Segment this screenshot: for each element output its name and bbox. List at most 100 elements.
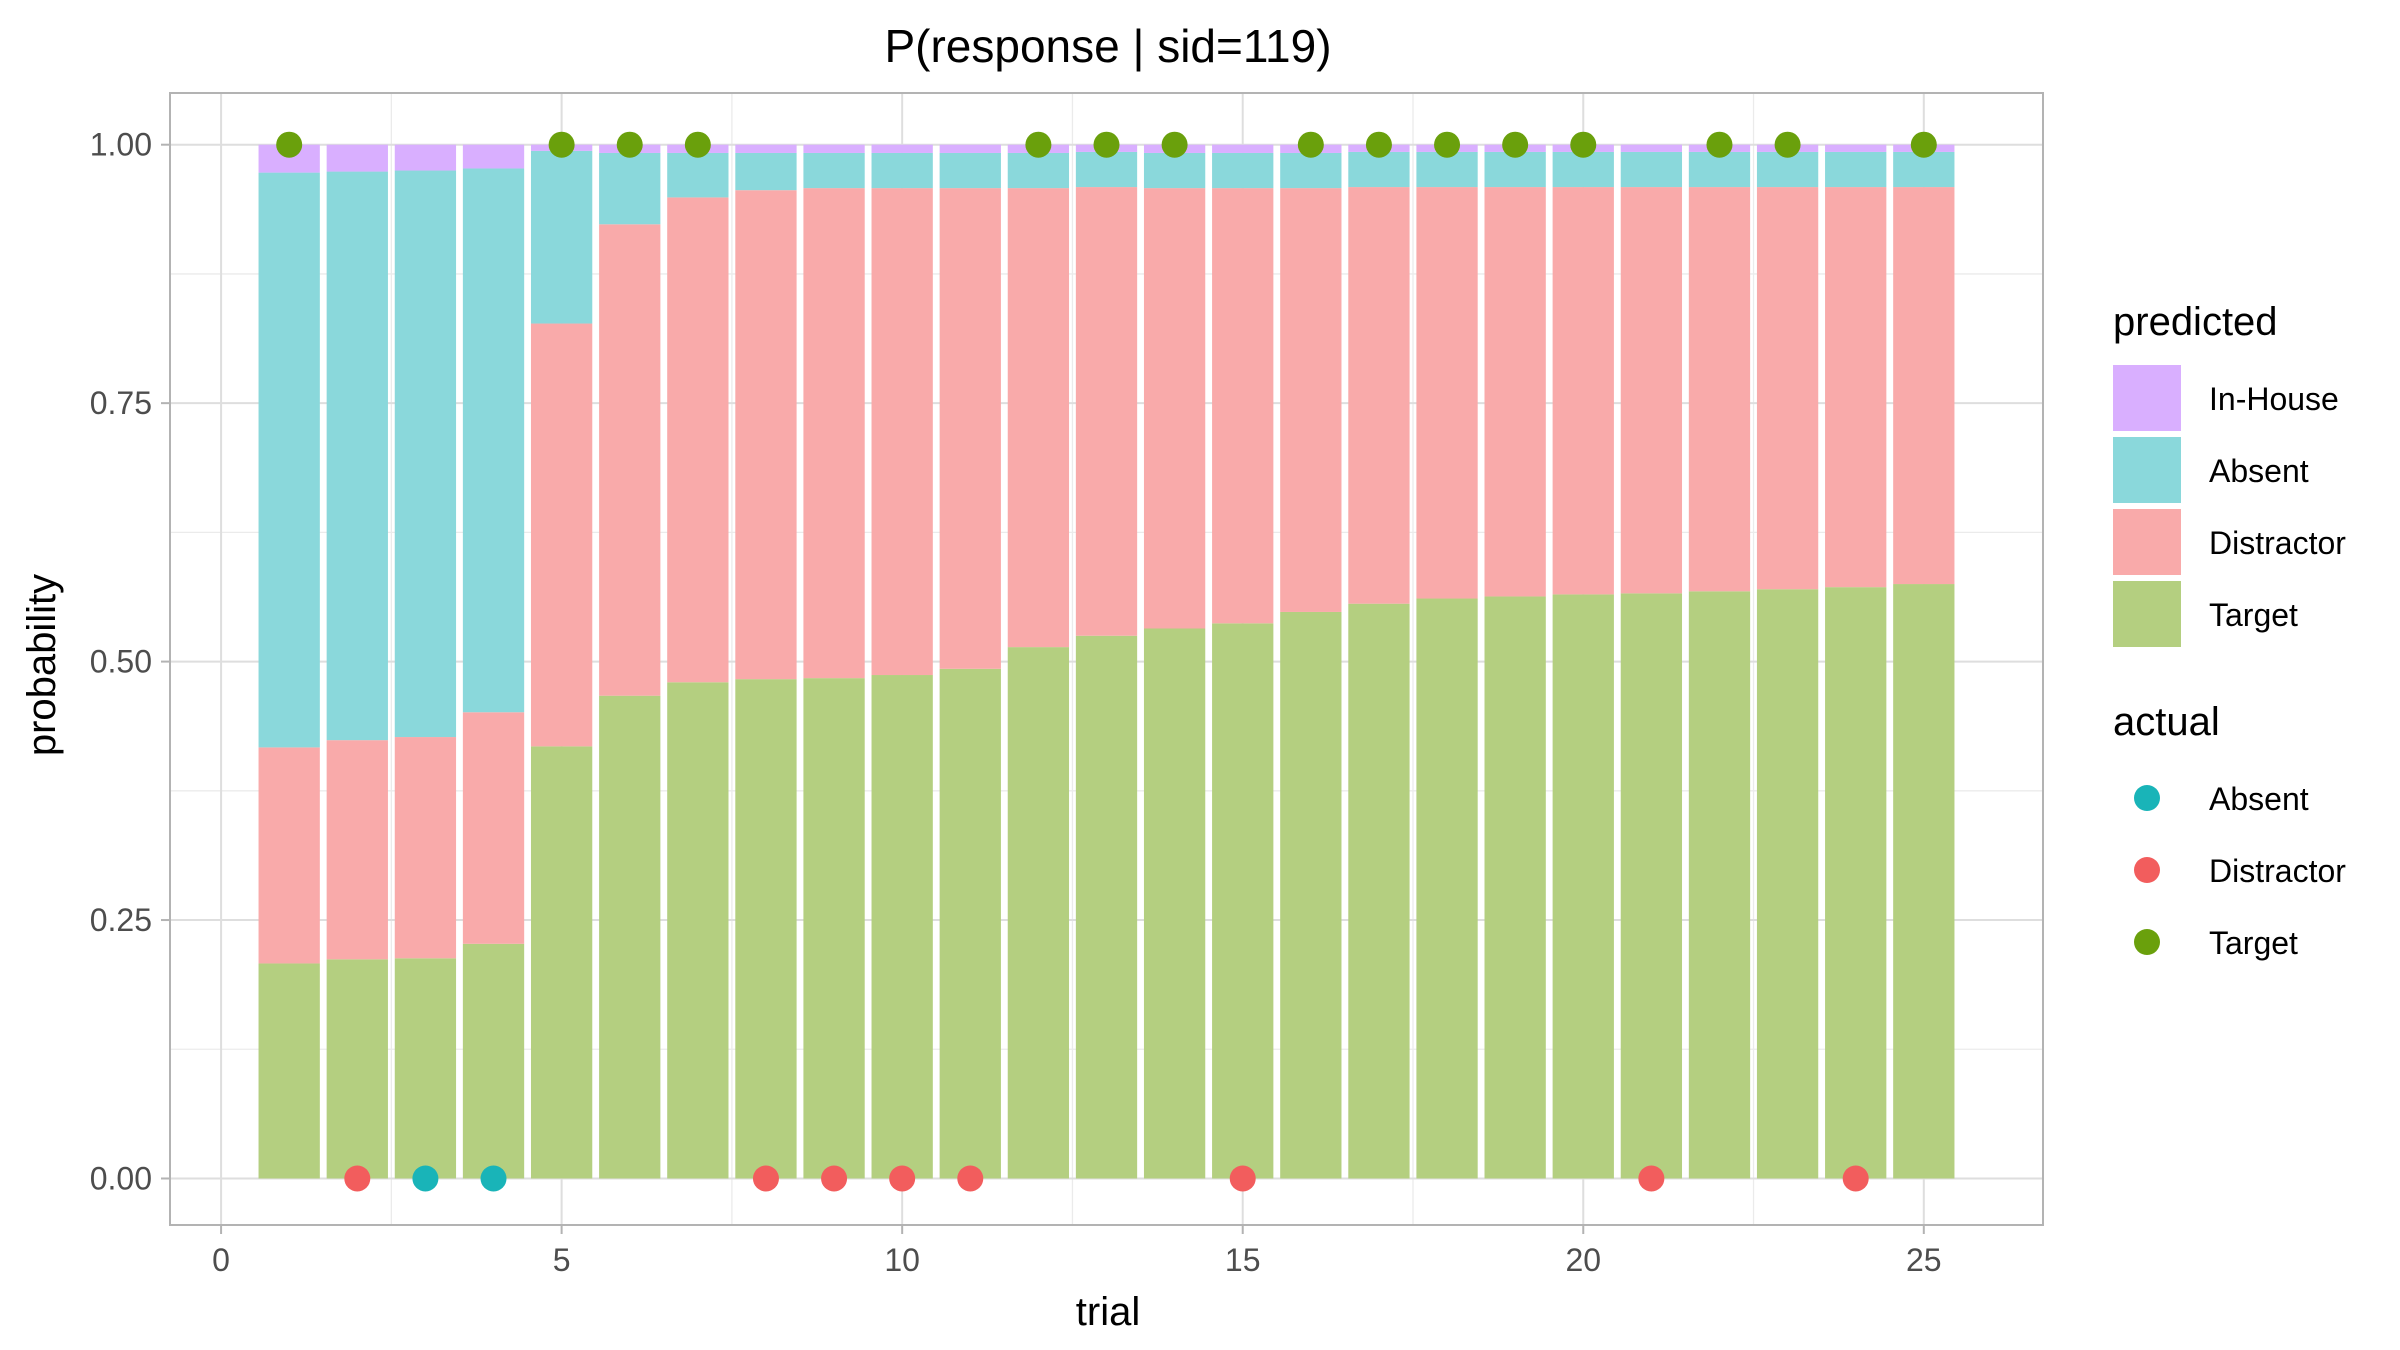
legend-swatch-distractor bbox=[2113, 509, 2181, 575]
bar-distractor-trial-1 bbox=[258, 747, 320, 964]
bar-absent-trial-24 bbox=[1825, 151, 1887, 188]
point-distractor-trial-24 bbox=[1842, 1165, 1869, 1192]
legend-label-distractor: Distractor bbox=[2209, 525, 2346, 561]
bar-absent-trial-11 bbox=[939, 152, 1001, 189]
bar-distractor-trial-15 bbox=[1212, 188, 1274, 624]
point-distractor-trial-10 bbox=[889, 1165, 916, 1192]
legend-swatch-in-house bbox=[2113, 365, 2181, 431]
bar-target-trial-2 bbox=[326, 959, 388, 1179]
bar-distractor-trial-23 bbox=[1756, 187, 1819, 590]
bar-absent-trial-14 bbox=[1143, 152, 1206, 189]
bar-distractor-trial-17 bbox=[1348, 187, 1410, 604]
y-axis-ticks: 0.00 0.25 0.50 0.75 1.00 bbox=[90, 127, 170, 1196]
bar-in-house-trial-9 bbox=[803, 144, 865, 153]
x-tick-label: 5 bbox=[553, 1242, 571, 1278]
bar-absent-trial-20 bbox=[1552, 151, 1614, 188]
point-target-trial-16 bbox=[1297, 131, 1324, 158]
bar-target-trial-25 bbox=[1893, 584, 1955, 1179]
bar-target-trial-24 bbox=[1825, 587, 1887, 1179]
bar-distractor-trial-14 bbox=[1143, 188, 1206, 629]
legend: predicted In-House Absent Distractor Target a… bbox=[2113, 300, 2346, 961]
bar-absent-trial-2 bbox=[326, 171, 388, 741]
bar-distractor-trial-6 bbox=[599, 224, 661, 696]
point-target-trial-18 bbox=[1434, 131, 1461, 158]
bar-absent-trial-22 bbox=[1688, 151, 1751, 188]
bar-in-house-trial-24 bbox=[1825, 144, 1887, 152]
bar-distractor-trial-16 bbox=[1280, 188, 1342, 612]
y-tick-label: 1.00 bbox=[90, 127, 152, 163]
bar-absent-trial-13 bbox=[1075, 151, 1138, 188]
y-tick-label: 0.00 bbox=[90, 1160, 152, 1196]
point-target-trial-6 bbox=[616, 131, 643, 158]
bar-target-trial-23 bbox=[1756, 589, 1819, 1179]
bar-distractor-trial-21 bbox=[1620, 187, 1683, 594]
point-target-trial-23 bbox=[1774, 131, 1801, 158]
bar-target-trial-1 bbox=[258, 963, 320, 1179]
legend-label-target: Target bbox=[2209, 925, 2298, 961]
bar-distractor-trial-9 bbox=[803, 188, 865, 679]
bar-distractor-trial-19 bbox=[1484, 187, 1546, 597]
point-target-trial-17 bbox=[1365, 131, 1392, 158]
point-absent-trial-4 bbox=[480, 1165, 507, 1192]
point-distractor-trial-8 bbox=[752, 1165, 779, 1192]
bar-distractor-trial-22 bbox=[1688, 187, 1751, 592]
bar-target-trial-20 bbox=[1552, 594, 1614, 1179]
bar-absent-trial-4 bbox=[462, 168, 525, 713]
bar-in-house-trial-3 bbox=[394, 144, 457, 171]
point-distractor-trial-2 bbox=[344, 1165, 371, 1192]
bar-absent-trial-6 bbox=[599, 152, 661, 225]
bar-target-trial-21 bbox=[1620, 593, 1683, 1179]
actual-points bbox=[276, 131, 1937, 1192]
legend-label-in-house: In-House bbox=[2209, 381, 2339, 417]
point-target-trial-22 bbox=[1706, 131, 1733, 158]
point-target-trial-20 bbox=[1570, 131, 1597, 158]
y-tick-label: 0.25 bbox=[90, 902, 152, 938]
bar-absent-trial-12 bbox=[1007, 152, 1070, 189]
legend-label-absent: Absent bbox=[2209, 453, 2309, 489]
bar-in-house-trial-21 bbox=[1620, 144, 1683, 152]
bar-in-house-trial-11 bbox=[939, 144, 1001, 153]
bar-absent-trial-17 bbox=[1348, 151, 1410, 188]
bar-absent-trial-16 bbox=[1280, 152, 1342, 189]
bar-absent-trial-5 bbox=[530, 150, 593, 324]
point-target-trial-12 bbox=[1025, 131, 1052, 158]
x-tick-label: 10 bbox=[884, 1242, 920, 1278]
y-tick-label: 0.75 bbox=[90, 385, 152, 421]
point-distractor-trial-11 bbox=[957, 1165, 984, 1192]
x-tick-label: 25 bbox=[1906, 1242, 1942, 1278]
bar-absent-trial-18 bbox=[1416, 151, 1478, 188]
bar-target-trial-9 bbox=[803, 678, 865, 1179]
bar-target-trial-13 bbox=[1075, 635, 1138, 1179]
bar-absent-trial-25 bbox=[1893, 151, 1955, 188]
bar-target-trial-7 bbox=[667, 682, 729, 1179]
bar-target-trial-15 bbox=[1212, 623, 1274, 1179]
legend-point-distractor bbox=[2134, 857, 2160, 883]
y-tick-label: 0.50 bbox=[90, 644, 152, 680]
bar-target-trial-12 bbox=[1007, 647, 1070, 1179]
bar-distractor-trial-12 bbox=[1007, 188, 1070, 648]
bar-target-trial-16 bbox=[1280, 611, 1342, 1179]
legend-label-distractor: Distractor bbox=[2209, 853, 2346, 889]
x-axis-ticks: 0 5 10 15 20 25 bbox=[212, 1225, 1942, 1278]
bar-absent-trial-10 bbox=[871, 152, 933, 189]
bar-target-trial-22 bbox=[1688, 591, 1751, 1179]
legend-title-actual: actual bbox=[2113, 700, 2220, 744]
bar-distractor-trial-10 bbox=[871, 188, 933, 676]
bar-absent-trial-3 bbox=[394, 170, 457, 738]
bar-absent-trial-19 bbox=[1484, 151, 1546, 188]
point-distractor-trial-9 bbox=[821, 1165, 848, 1192]
legend-label-target: Target bbox=[2209, 597, 2298, 633]
bar-in-house-trial-4 bbox=[462, 144, 525, 169]
legend-title-predicted: predicted bbox=[2113, 300, 2278, 344]
point-target-trial-19 bbox=[1502, 131, 1529, 158]
legend-swatch-absent bbox=[2113, 437, 2181, 503]
bar-distractor-trial-5 bbox=[530, 323, 593, 747]
legend-point-absent bbox=[2134, 785, 2160, 811]
point-distractor-trial-21 bbox=[1638, 1165, 1665, 1192]
bar-absent-trial-15 bbox=[1212, 152, 1274, 189]
x-tick-label: 15 bbox=[1225, 1242, 1261, 1278]
bar-absent-trial-1 bbox=[258, 172, 320, 748]
point-target-trial-14 bbox=[1161, 131, 1188, 158]
bar-in-house-trial-10 bbox=[871, 144, 933, 153]
